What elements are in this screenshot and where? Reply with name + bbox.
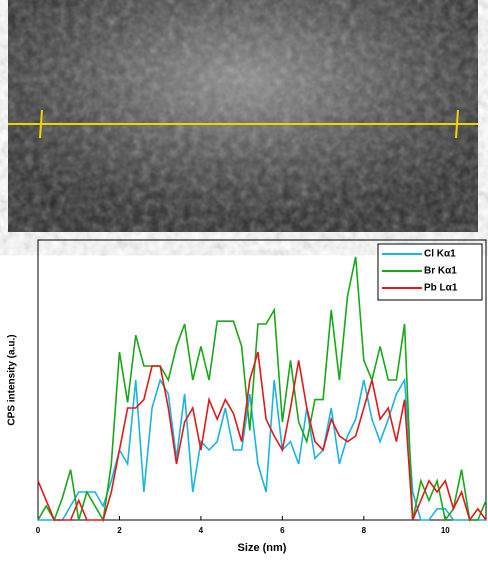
micrograph [8,0,478,232]
x-tick-label: 8 [362,526,367,535]
x-tick-label: 10 [441,526,450,535]
y-axis-label: CPS intensity (a.u.) [7,334,18,425]
line-series [37,256,487,523]
legend-label: Br Kα1 [424,266,457,277]
x-tick-label: 4 [199,526,204,535]
x-tick-label: 2 [117,526,122,535]
legend-label: Pb Lα1 [424,283,458,294]
x-axis-label: Size (nm) [238,542,287,554]
line-series [37,351,487,522]
x-tick-label: 6 [280,526,285,535]
legend-label: Cl Kα1 [424,249,456,260]
x-tick-label: 0 [36,526,41,535]
plot-frame [37,239,487,521]
line-series [38,377,486,521]
